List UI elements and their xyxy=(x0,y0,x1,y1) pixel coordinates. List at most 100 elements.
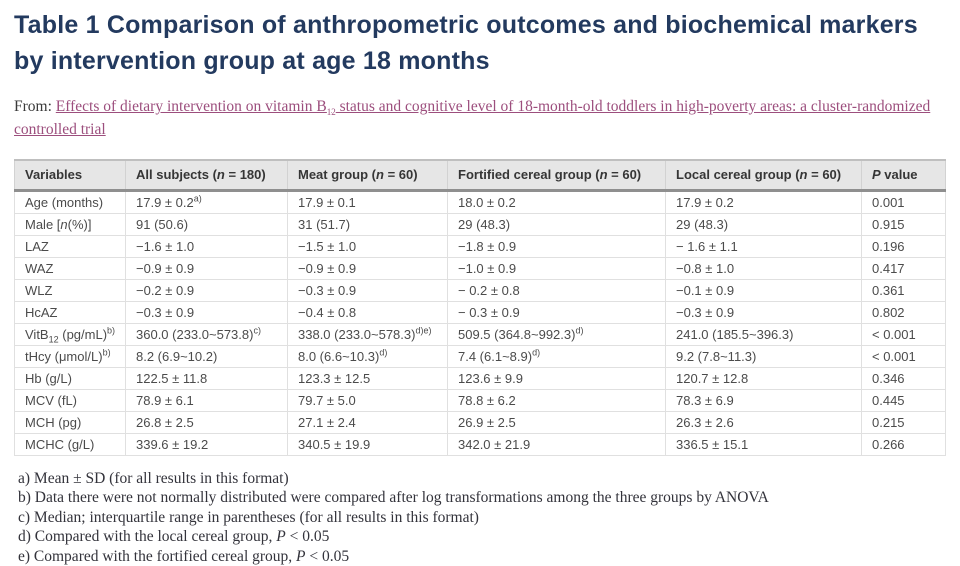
table-row: WLZ−0.2 ± 0.9−0.3 ± 0.9− 0.2 ± 0.8−0.1 ±… xyxy=(15,279,946,301)
row-label-cell: Hb (g/L) xyxy=(15,367,126,389)
value-cell: 241.0 (185.5~396.3) xyxy=(666,323,862,345)
value-cell: −1.8 ± 0.9 xyxy=(448,235,666,257)
value-cell: −0.3 ± 0.9 xyxy=(288,279,448,301)
value-cell: 0.361 xyxy=(862,279,946,301)
value-cell: 0.417 xyxy=(862,257,946,279)
value-cell: − 0.2 ± 0.8 xyxy=(448,279,666,301)
value-cell: 26.3 ± 2.6 xyxy=(666,411,862,433)
value-cell: 509.5 (364.8~992.3)d) xyxy=(448,323,666,345)
value-cell: 79.7 ± 5.0 xyxy=(288,389,448,411)
value-cell: 91 (50.6) xyxy=(126,213,288,235)
value-cell: < 0.001 xyxy=(862,345,946,367)
value-cell: 8.2 (6.9~10.2) xyxy=(126,345,288,367)
table-row: LAZ−1.6 ± 1.0−1.5 ± 1.0−1.8 ± 0.9− 1.6 ±… xyxy=(15,235,946,257)
value-cell: −0.9 ± 0.9 xyxy=(288,257,448,279)
value-cell: < 0.001 xyxy=(862,323,946,345)
value-cell: −0.1 ± 0.9 xyxy=(666,279,862,301)
value-cell: 340.5 ± 19.9 xyxy=(288,433,448,455)
footnote-line: a) Mean ± SD (for all results in this fo… xyxy=(18,469,945,489)
value-cell: 0.196 xyxy=(862,235,946,257)
table-row: tHcy (μmol/L)b)8.2 (6.9~10.2)8.0 (6.6~10… xyxy=(15,345,946,367)
row-label-cell: MCHC (g/L) xyxy=(15,433,126,455)
value-cell: 123.3 ± 12.5 xyxy=(288,367,448,389)
column-header: P value xyxy=(862,160,946,191)
value-cell: 0.346 xyxy=(862,367,946,389)
value-cell: −1.5 ± 1.0 xyxy=(288,235,448,257)
value-cell: 336.5 ± 15.1 xyxy=(666,433,862,455)
from-label: From: xyxy=(14,98,52,115)
value-cell: −1.6 ± 1.0 xyxy=(126,235,288,257)
value-cell: −0.2 ± 0.9 xyxy=(126,279,288,301)
row-label-cell: Age (months) xyxy=(15,190,126,213)
value-cell: 7.4 (6.1~8.9)d) xyxy=(448,345,666,367)
row-label-cell: MCV (fL) xyxy=(15,389,126,411)
row-label-cell: HcAZ xyxy=(15,301,126,323)
table-row: Male [n(%)]91 (50.6)31 (51.7)29 (48.3)29… xyxy=(15,213,946,235)
value-cell: 27.1 ± 2.4 xyxy=(288,411,448,433)
row-label-cell: tHcy (μmol/L)b) xyxy=(15,345,126,367)
value-cell: 26.9 ± 2.5 xyxy=(448,411,666,433)
row-label-cell: Male [n(%)] xyxy=(15,213,126,235)
footnote-line: c) Median; interquartile range in parent… xyxy=(18,508,945,528)
footnotes: a) Mean ± SD (for all results in this fo… xyxy=(14,469,945,566)
table-title-line-2: by intervention group at age 18 months xyxy=(14,47,490,75)
value-cell: −0.4 ± 0.8 xyxy=(288,301,448,323)
article-link[interactable]: Effects of dietary intervention on vitam… xyxy=(14,98,930,138)
value-cell: 29 (48.3) xyxy=(448,213,666,235)
row-label-cell: MCH (pg) xyxy=(15,411,126,433)
value-cell: 29 (48.3) xyxy=(666,213,862,235)
value-cell: 0.915 xyxy=(862,213,946,235)
value-cell: 26.8 ± 2.5 xyxy=(126,411,288,433)
value-cell: 78.8 ± 6.2 xyxy=(448,389,666,411)
value-cell: 78.3 ± 6.9 xyxy=(666,389,862,411)
value-cell: 122.5 ± 11.8 xyxy=(126,367,288,389)
row-label-cell: VitB12 (pg/mL)b) xyxy=(15,323,126,345)
value-cell: 0.445 xyxy=(862,389,946,411)
value-cell: − 1.6 ± 1.1 xyxy=(666,235,862,257)
column-header: Fortified cereal group (n = 60) xyxy=(448,160,666,191)
footnote-line: b) Data there were not normally distribu… xyxy=(18,488,945,508)
value-cell: −0.3 ± 0.9 xyxy=(666,301,862,323)
value-cell: 342.0 ± 21.9 xyxy=(448,433,666,455)
value-cell: 0.266 xyxy=(862,433,946,455)
value-cell: 120.7 ± 12.8 xyxy=(666,367,862,389)
value-cell: −0.9 ± 0.9 xyxy=(126,257,288,279)
value-cell: 360.0 (233.0~573.8)c) xyxy=(126,323,288,345)
table-row: HcAZ−0.3 ± 0.9−0.4 ± 0.8− 0.3 ± 0.9−0.3 … xyxy=(15,301,946,323)
value-cell: 8.0 (6.6~10.3)d) xyxy=(288,345,448,367)
column-header: All subjects (n = 180) xyxy=(126,160,288,191)
row-label-cell: LAZ xyxy=(15,235,126,257)
value-cell: 18.0 ± 0.2 xyxy=(448,190,666,213)
value-cell: 17.9 ± 0.1 xyxy=(288,190,448,213)
table-title: Table 1 Comparison of anthropometric out… xyxy=(14,8,945,79)
value-cell: 0.802 xyxy=(862,301,946,323)
footnote-line: e) Compared with the fortified cereal gr… xyxy=(18,547,945,566)
value-cell: − 0.3 ± 0.9 xyxy=(448,301,666,323)
table-title-line-1: Table 1 Comparison of anthropometric out… xyxy=(14,11,918,39)
value-cell: −0.3 ± 0.9 xyxy=(126,301,288,323)
row-label-cell: WLZ xyxy=(15,279,126,301)
value-cell: 31 (51.7) xyxy=(288,213,448,235)
column-header: Meat group (n = 60) xyxy=(288,160,448,191)
value-cell: 17.9 ± 0.2a) xyxy=(126,190,288,213)
footnote-line: d) Compared with the local cereal group,… xyxy=(18,527,945,547)
value-cell: 0.001 xyxy=(862,190,946,213)
value-cell: 123.6 ± 9.9 xyxy=(448,367,666,389)
value-cell: 9.2 (7.8~11.3) xyxy=(666,345,862,367)
value-cell: −1.0 ± 0.9 xyxy=(448,257,666,279)
value-cell: 338.0 (233.0~578.3)d)e) xyxy=(288,323,448,345)
column-header: Local cereal group (n = 60) xyxy=(666,160,862,191)
source-line: From: Effects of dietary intervention on… xyxy=(14,95,945,142)
table-row: VitB12 (pg/mL)b)360.0 (233.0~573.8)c)338… xyxy=(15,323,946,345)
row-label-cell: WAZ xyxy=(15,257,126,279)
